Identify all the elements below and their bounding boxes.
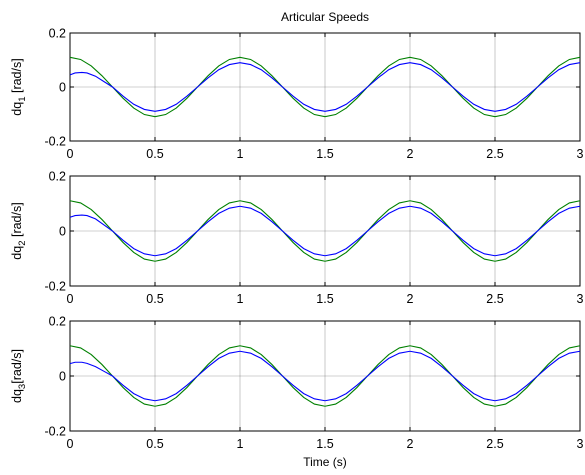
x-tick-label: 2 — [407, 292, 414, 306]
y-axis-label-main: dq — [10, 102, 24, 116]
x-tick-label: 2.5 — [486, 437, 503, 451]
x-tick-label: 2 — [407, 147, 414, 161]
y-axis-label: dq2 [rad/s] — [10, 202, 28, 259]
y-tick-label: 0 — [59, 370, 66, 384]
x-axis-label: Time (s) — [303, 455, 347, 469]
y-axis-label-unit: [rad/s] — [10, 202, 24, 240]
x-tick-label: 0.5 — [146, 147, 163, 161]
axes-frame — [69, 320, 581, 432]
y-axis-label: dq3[rad/s] — [10, 349, 28, 403]
y-axis-label-subscript: 2 — [17, 241, 28, 246]
axes-frame — [69, 32, 581, 142]
series-line-1 — [69, 200, 581, 262]
x-tick-label: 0 — [67, 292, 74, 306]
y-axis-label-subscript: 3 — [17, 384, 28, 389]
series-line-1 — [69, 345, 581, 407]
y-tick-label: -0.2 — [44, 135, 66, 149]
series-line-2 — [69, 205, 581, 257]
y-tick-label: 0.2 — [49, 315, 66, 329]
x-tick-label: 1.5 — [316, 147, 333, 161]
x-tick-label: 1 — [237, 437, 244, 451]
y-tick-label: 0 — [59, 81, 66, 95]
x-tick-label: 2.5 — [486, 292, 503, 306]
y-tick-label: 0.2 — [49, 27, 66, 41]
y-tick-label: -0.2 — [44, 425, 66, 439]
series-line-1 — [69, 56, 581, 118]
x-tick-label: 1.5 — [316, 292, 333, 306]
x-tick-label: 3 — [577, 292, 584, 306]
y-axis-label-main: dq — [10, 389, 24, 403]
x-tick-label: 0 — [67, 147, 74, 161]
y-axis-label: dq1 [rad/s] — [10, 58, 28, 115]
x-tick-label: 1.5 — [316, 437, 333, 451]
y-axis-label-unit: [rad/s] — [10, 349, 24, 384]
series-line-2 — [69, 62, 581, 112]
chart-title: Articular Speeds — [281, 10, 369, 24]
y-tick-label: 0.2 — [49, 170, 66, 184]
x-tick-label: 1 — [237, 292, 244, 306]
series-line-2 — [69, 350, 581, 402]
x-tick-label: 0.5 — [146, 437, 163, 451]
y-axis-label-unit: [rad/s] — [10, 58, 24, 96]
y-axis-label-main: dq — [10, 246, 24, 260]
x-tick-label: 0.5 — [146, 292, 163, 306]
x-tick-label: 2.5 — [486, 147, 503, 161]
x-tick-label: 3 — [577, 437, 584, 451]
y-tick-label: 0 — [59, 225, 66, 239]
y-axis-label-subscript: 1 — [17, 97, 28, 102]
x-tick-label: 1 — [237, 147, 244, 161]
y-tick-label: -0.2 — [44, 280, 66, 294]
x-tick-label: 2 — [407, 437, 414, 451]
axes-frame — [69, 175, 581, 287]
x-tick-label: 3 — [577, 147, 584, 161]
x-tick-label: 0 — [67, 437, 74, 451]
